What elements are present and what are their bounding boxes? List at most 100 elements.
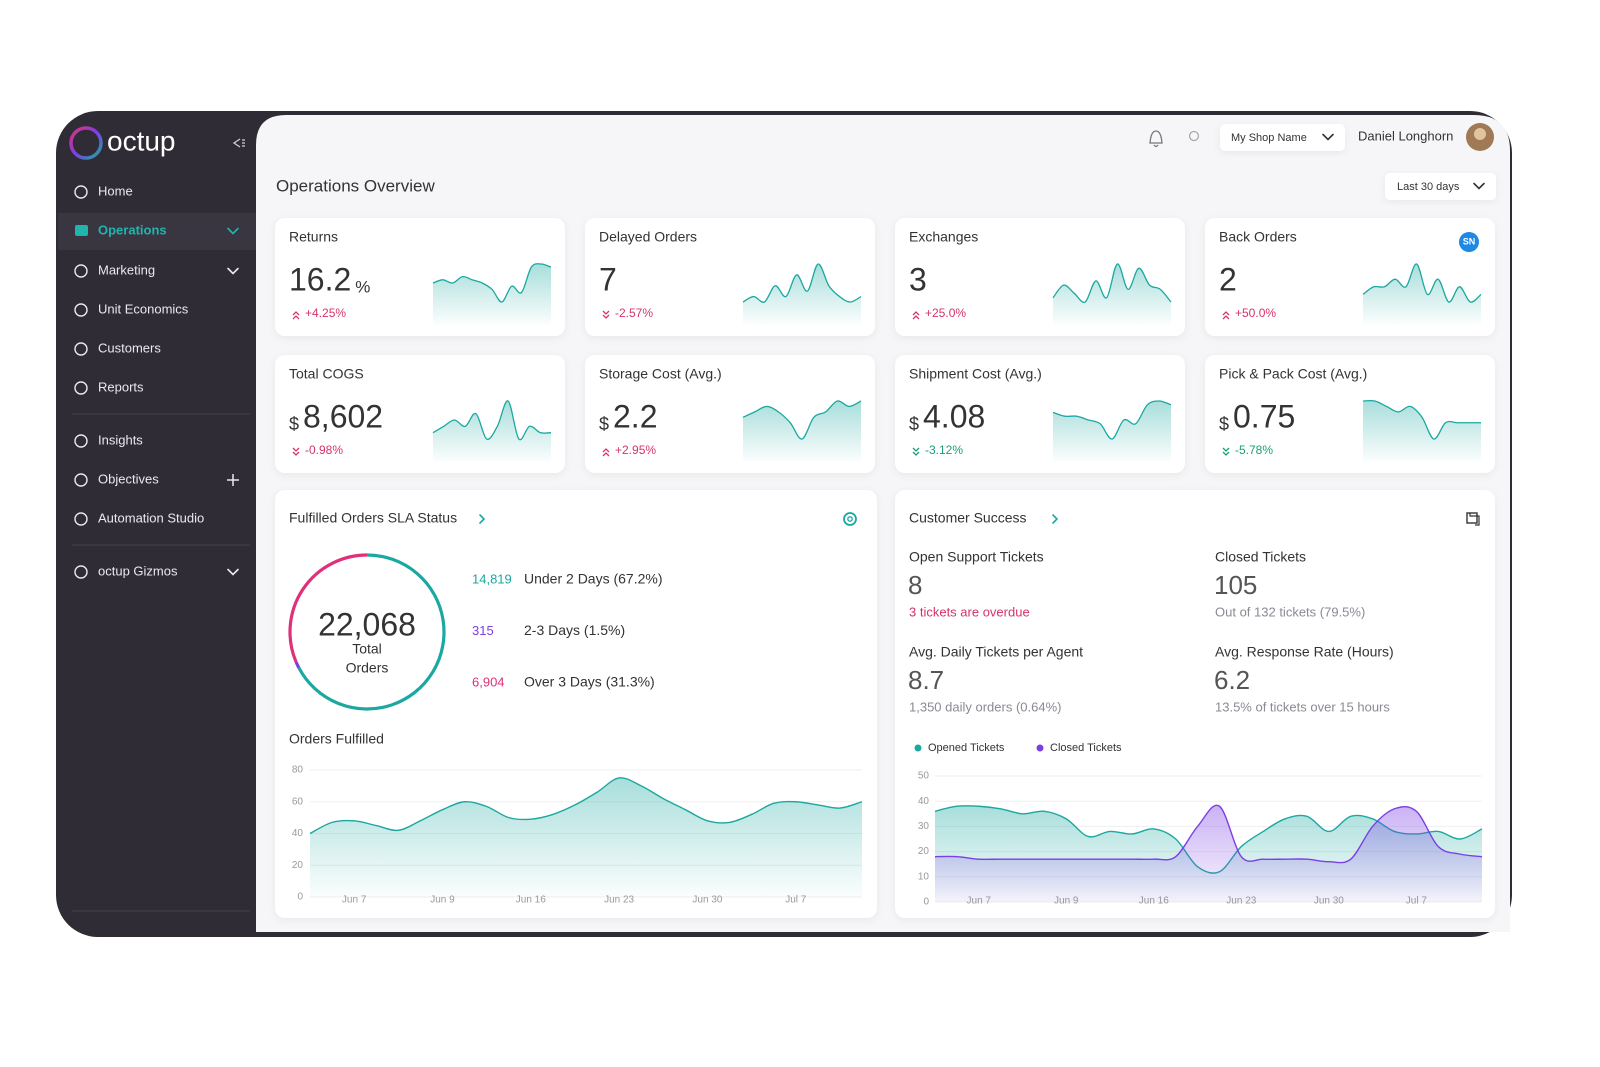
kpi-value: 7 — [599, 261, 617, 297]
legend-swatch — [1036, 744, 1044, 752]
kpi-value: 2.2 — [613, 398, 657, 434]
metric-title: Closed Tickets — [1215, 549, 1306, 565]
x-tick-label: Jun 16 — [516, 895, 546, 906]
settings-icon[interactable] — [843, 512, 857, 526]
nav-icon — [74, 185, 88, 199]
nav-icon — [74, 473, 88, 487]
badge-text: SN — [1463, 236, 1476, 246]
kpi-title: Delayed Orders — [599, 229, 697, 245]
kpi-title: Exchanges — [909, 229, 978, 245]
metric-title: Open Support Tickets — [909, 549, 1044, 565]
sla-count: 14,819 — [472, 571, 512, 586]
kpi-prefix: $ — [599, 414, 609, 434]
trend-icon — [292, 311, 300, 320]
sparkline-area — [1363, 263, 1481, 324]
sparkline — [1362, 263, 1482, 303]
shop-select[interactable] — [1220, 124, 1345, 151]
copy-icon[interactable] — [1466, 512, 1478, 524]
area-fill — [935, 805, 1482, 902]
kpi-prefix: $ — [909, 414, 919, 434]
y-tick-label: 10 — [918, 871, 930, 882]
y-tick-label: 80 — [292, 765, 304, 776]
chevron-icon — [1322, 133, 1334, 141]
y-tick-label: 0 — [297, 892, 303, 903]
avatar-face — [1474, 128, 1486, 140]
sla-label: 2-3 Days (1.5%) — [524, 622, 625, 638]
y-tick-label: 40 — [918, 796, 930, 807]
chart-title: Orders Fulfilled — [289, 731, 384, 747]
logo-text: octup — [107, 125, 176, 156]
plus-icon — [227, 474, 239, 486]
trend-icon — [1222, 447, 1230, 456]
sparkline-area — [1363, 400, 1481, 461]
kpi-value: 3 — [909, 261, 927, 297]
donut-segment — [294, 661, 301, 669]
nav-item[interactable]: Insights — [98, 432, 143, 447]
kpi-title: Pick & Pack Cost (Avg.) — [1219, 366, 1367, 382]
kpi-change: -3.12% — [925, 443, 963, 457]
nav-item[interactable]: Reports — [98, 379, 144, 394]
nav-item[interactable]: Automation Studio — [98, 510, 204, 525]
chevron-icon — [227, 267, 239, 275]
sparkline-area — [433, 400, 551, 461]
trend-icon — [602, 310, 610, 319]
y-tick-label: 60 — [292, 796, 304, 807]
sparkline-area — [743, 263, 861, 324]
metric-title: Avg. Daily Tickets per Agent — [909, 644, 1083, 660]
nav-item[interactable]: Operations — [98, 222, 167, 237]
nav-item[interactable]: Unit Economics — [98, 301, 189, 316]
page-title: Operations Overview — [276, 176, 435, 195]
kpi-change: -0.98% — [305, 443, 343, 457]
sparkline-area — [1053, 263, 1171, 324]
nav-item[interactable]: octup Gizmos — [98, 563, 178, 578]
kpi-change: +50.0% — [1235, 306, 1276, 320]
series-line — [934, 804, 1483, 864]
kpi-title: Returns — [289, 229, 338, 245]
logo-mark — [69, 126, 103, 160]
nav-item[interactable]: Home — [98, 183, 133, 198]
search-icon — [1188, 130, 1200, 142]
nav-icon — [74, 381, 88, 395]
kpi-title: Back Orders — [1219, 229, 1297, 245]
kpi-prefix: $ — [289, 414, 299, 434]
sparkline — [1052, 400, 1172, 440]
x-tick-label: Jun 30 — [692, 895, 722, 906]
nav-item[interactable]: Marketing — [98, 262, 155, 277]
kpi-value: 4.08 — [923, 398, 985, 434]
card-title[interactable]: Fulfilled Orders SLA Status — [289, 510, 457, 526]
donut-label: Total — [352, 641, 382, 657]
y-tick-label: 30 — [918, 821, 930, 832]
metric-note: 13.5% of tickets over 15 hours — [1215, 699, 1390, 714]
nav-active-bg — [58, 213, 256, 250]
card-title[interactable]: Customer Success — [909, 510, 1026, 526]
trend-icon — [1222, 311, 1230, 320]
sla-count: 6,904 — [472, 674, 505, 689]
bell-icon — [1149, 130, 1163, 148]
sla-label: Under 2 Days (67.2%) — [524, 571, 663, 587]
nav-item[interactable]: Objectives — [98, 471, 159, 486]
kpi-value: 0.75 — [1233, 398, 1295, 434]
chevron-right-icon — [1052, 514, 1059, 524]
donut-segment — [288, 553, 368, 663]
trend-icon — [912, 447, 920, 456]
sparkline — [432, 400, 552, 441]
badge — [1459, 232, 1479, 252]
donut-label: Orders — [346, 660, 389, 676]
kpi-title: Storage Cost (Avg.) — [599, 366, 722, 382]
sla-label: Over 3 Days (31.3%) — [524, 674, 655, 690]
range-select[interactable] — [1385, 173, 1496, 200]
trend-icon — [912, 311, 920, 320]
x-tick-label: Jun 7 — [342, 895, 367, 906]
nav-item[interactable]: Customers — [98, 340, 161, 355]
donut-total: 22,068 — [318, 606, 416, 642]
y-tick-label: 0 — [923, 897, 929, 908]
nav-icon — [74, 565, 88, 579]
sparkline — [742, 400, 862, 440]
sparkline-area — [433, 263, 551, 324]
metric-note: 1,350 daily orders (0.64%) — [909, 699, 1061, 714]
collapse-icon — [232, 138, 245, 148]
kpi-change: +2.95% — [615, 443, 656, 457]
settings-icon-core — [847, 516, 853, 522]
kpi-change: +25.0% — [925, 306, 966, 320]
